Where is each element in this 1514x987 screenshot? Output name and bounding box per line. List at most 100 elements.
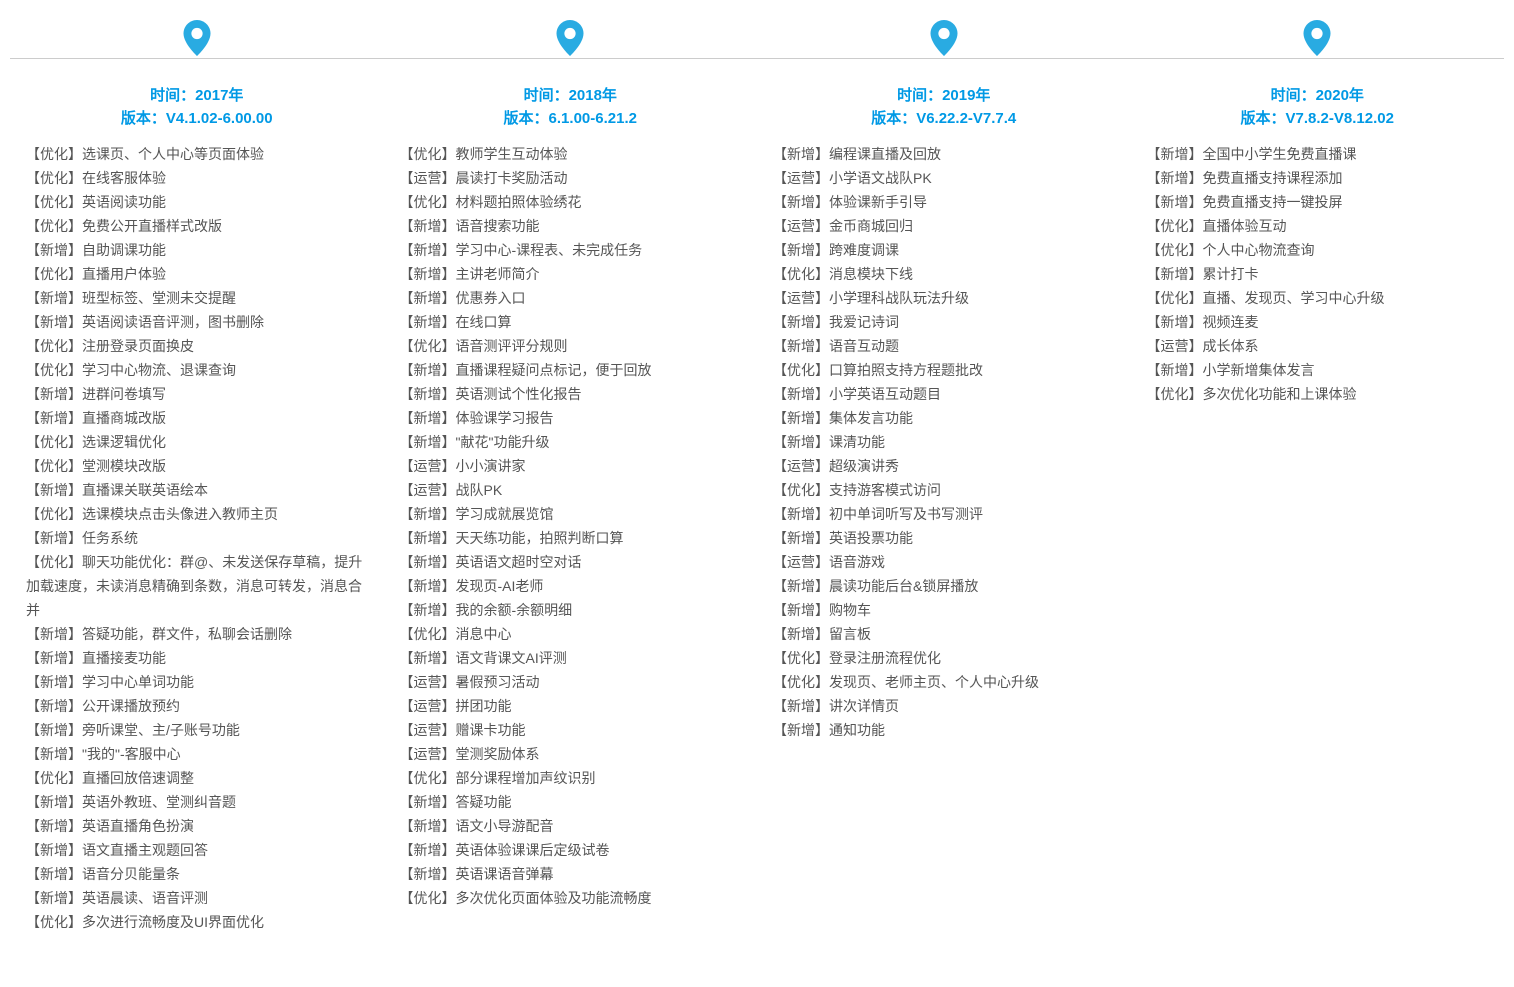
item-text: 选课逻辑优化: [82, 434, 166, 450]
pin-wrap: [765, 20, 1123, 61]
list-item: 【新增】在线口算: [400, 310, 750, 334]
list-item: 【运营】小学语文战队PK: [773, 166, 1123, 190]
item-text: 直播课程疑问点标记，便于回放: [456, 362, 652, 378]
item-text: 公开课播放预约: [82, 698, 180, 714]
item-text: 登录注册流程优化: [829, 650, 941, 666]
pin-wrap: [392, 20, 750, 61]
item-text: 优惠券入口: [456, 290, 526, 306]
item-text: 超级演讲秀: [829, 458, 899, 474]
list-item: 【新增】英语直播角色扮演: [26, 814, 376, 838]
item-text: 口算拍照支持方程题批改: [829, 362, 983, 378]
item-tag: 【运营】: [400, 458, 456, 474]
item-tag: 【新增】: [400, 434, 456, 450]
item-tag: 【优化】: [26, 338, 82, 354]
item-tag: 【新增】: [400, 866, 456, 882]
item-text: 小小演讲家: [456, 458, 526, 474]
item-tag: 【新增】: [400, 554, 456, 570]
item-tag: 【新增】: [26, 866, 82, 882]
item-text: 英语测试个性化报告: [456, 386, 582, 402]
item-text: 直播、发现页、学习中心升级: [1203, 290, 1385, 306]
item-text: 跨难度调课: [829, 242, 899, 258]
item-text: 选课模块点击头像进入教师主页: [82, 506, 278, 522]
item-text: 初中单词听写及书写测评: [829, 506, 983, 522]
item-text: 语文背课文AI评测: [456, 650, 567, 666]
list-item: 【运营】战队PK: [400, 478, 750, 502]
version-label: 版本：6.1.00-6.21.2: [392, 108, 750, 131]
list-item: 【新增】跨难度调课: [773, 238, 1123, 262]
item-text: 全国中小学生免费直播课: [1203, 146, 1357, 162]
list-item: 【优化】选课逻辑优化: [26, 430, 376, 454]
list-item: 【运营】拼团功能: [400, 694, 750, 718]
list-item: 【优化】学习中心物流、退课查询: [26, 358, 376, 382]
item-tag: 【新增】: [26, 386, 82, 402]
item-text: 英语直播角色扮演: [82, 818, 194, 834]
list-item: 【优化】选课模块点击头像进入教师主页: [26, 502, 376, 526]
item-tag: 【运营】: [1147, 338, 1203, 354]
item-text: 学习中心物流、退课查询: [82, 362, 236, 378]
item-text: 英语晨读、语音评测: [82, 890, 208, 906]
item-text: 旁听课堂、主/子账号功能: [82, 722, 240, 738]
version-label: 版本：V4.1.02-6.00.00: [18, 108, 376, 131]
list-item: 【新增】直播课程疑问点标记，便于回放: [400, 358, 750, 382]
item-tag: 【优化】: [1147, 242, 1203, 258]
list-item: 【新增】学习中心-课程表、未完成任务: [400, 238, 750, 262]
list-item: 【优化】材料题拍照体验绣花: [400, 190, 750, 214]
list-item: 【新增】主讲老师简介: [400, 262, 750, 286]
item-tag: 【新增】: [26, 698, 82, 714]
item-text: 主讲老师简介: [456, 266, 540, 282]
item-tag: 【优化】: [26, 362, 82, 378]
list-item: 【新增】免费直播支持一键投屏: [1147, 190, 1497, 214]
item-text: 小学理科战队玩法升级: [829, 290, 969, 306]
list-item: 【新增】旁听课堂、主/子账号功能: [26, 718, 376, 742]
item-tag: 【新增】: [773, 530, 829, 546]
item-text: "献花"功能升级: [456, 434, 550, 450]
item-text: 教师学生互动体验: [456, 146, 568, 162]
item-tag: 【新增】: [26, 482, 82, 498]
list-item: 【优化】支持游客模式访问: [773, 478, 1123, 502]
item-text: 进群问卷填写: [82, 386, 166, 402]
item-tag: 【新增】: [26, 818, 82, 834]
list-item: 【新增】英语外教班、堂测纠音题: [26, 790, 376, 814]
item-tag: 【新增】: [26, 242, 82, 258]
list-item: 【新增】英语投票功能: [773, 526, 1123, 550]
item-tag: 【新增】: [773, 602, 829, 618]
list-item: 【新增】学习成就展览馆: [400, 502, 750, 526]
item-text: 消息模块下线: [829, 266, 913, 282]
item-tag: 【优化】: [400, 626, 456, 642]
list-item: 【优化】多次进行流畅度及UI界面优化: [26, 910, 376, 934]
list-item: 【优化】个人中心物流查询: [1147, 238, 1497, 262]
item-text: 编程课直播及回放: [829, 146, 941, 162]
item-text: 语音游戏: [829, 554, 885, 570]
list-item: 【新增】英语晨读、语音评测: [26, 886, 376, 910]
item-tag: 【新增】: [773, 242, 829, 258]
item-tag: 【新增】: [1147, 266, 1203, 282]
item-tag: 【新增】: [26, 410, 82, 426]
item-text: 语音分贝能量条: [82, 866, 180, 882]
item-text: 赠课卡功能: [456, 722, 526, 738]
list-item: 【新增】免费直播支持课程添加: [1147, 166, 1497, 190]
item-tag: 【新增】: [400, 314, 456, 330]
list-item: 【新增】直播商城改版: [26, 406, 376, 430]
item-text: 多次优化页面体验及功能流畅度: [456, 890, 652, 906]
list-item: 【新增】语音分贝能量条: [26, 862, 376, 886]
item-text: 体验课学习报告: [456, 410, 554, 426]
item-text: 自助调课功能: [82, 242, 166, 258]
item-tag: 【新增】: [773, 410, 829, 426]
item-tag: 【新增】: [26, 626, 82, 642]
item-text: 我爱记诗词: [829, 314, 899, 330]
item-text: 材料题拍照体验绣花: [456, 194, 582, 210]
list-item: 【新增】语音搜索功能: [400, 214, 750, 238]
item-text: 直播体验互动: [1203, 218, 1287, 234]
item-tag: 【新增】: [400, 818, 456, 834]
pin-wrap: [18, 20, 376, 61]
item-text: 晨读功能后台&锁屏播放: [829, 578, 978, 594]
item-text: 答疑功能: [456, 794, 512, 810]
list-item: 【新增】课清功能: [773, 430, 1123, 454]
list-item: 【新增】我的余额-余额明细: [400, 598, 750, 622]
item-tag: 【优化】: [26, 554, 82, 570]
item-text: 购物车: [829, 602, 871, 618]
item-text: 直播课关联英语绘本: [82, 482, 208, 498]
list-item: 【运营】语音游戏: [773, 550, 1123, 574]
timeline-column: 时间：2018年版本：6.1.00-6.21.2【优化】教师学生互动体验【运营】…: [384, 20, 758, 934]
timeline-column: 时间：2019年版本：V6.22.2-V7.7.4【新增】编程课直播及回放【运营…: [757, 20, 1131, 934]
